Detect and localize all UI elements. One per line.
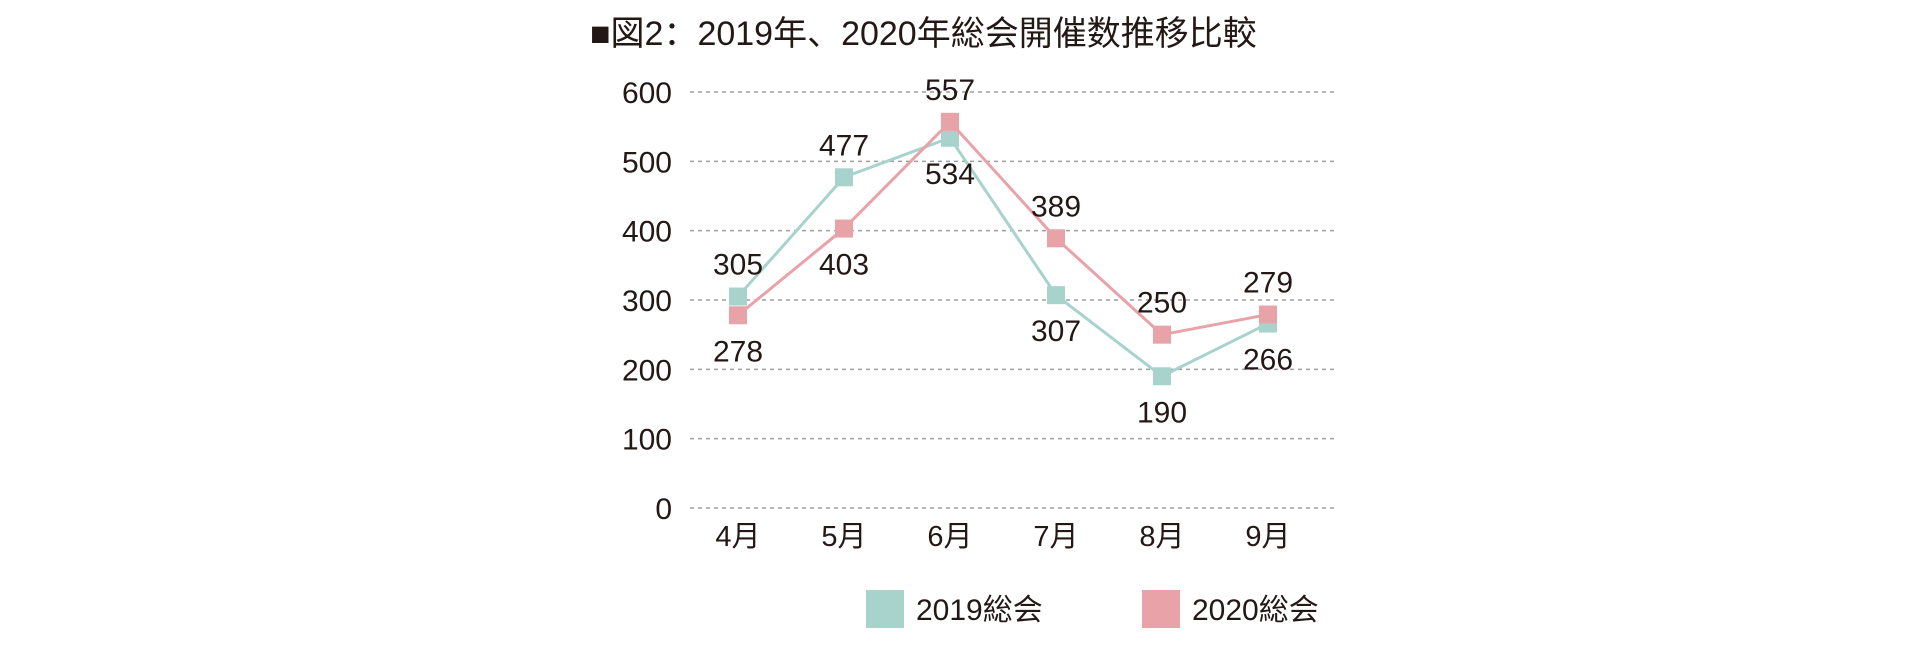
y-tick-label-200: 200 — [622, 354, 672, 387]
legend-label-2019総会: 2019総会 — [916, 594, 1043, 627]
x-tick-label-4: 7月 — [1033, 521, 1078, 553]
data-label-2019総会-6月: 534 — [925, 158, 975, 191]
legend-label-2020総会: 2020総会 — [1192, 594, 1319, 627]
data-label-2020総会-5月: 403 — [819, 249, 869, 282]
y-tick-label-0: 0 — [655, 493, 672, 526]
data-label-2019総会-8月: 190 — [1137, 396, 1187, 429]
data-point-2020総会-9月 — [1259, 305, 1277, 324]
data-label-2020総会-8月: 250 — [1137, 287, 1187, 320]
legend-swatch-2019総会 — [866, 590, 904, 628]
data-point-2020総会-7月 — [1047, 229, 1065, 248]
data-point-2020総会-6月 — [941, 112, 959, 131]
data-point-2019総会-7月 — [1047, 286, 1065, 305]
x-tick-label-2: 5月 — [821, 521, 866, 553]
x-tick-label-6: 9月 — [1245, 521, 1290, 553]
y-tick-label-100: 100 — [622, 424, 672, 457]
data-point-2020総会-8月 — [1153, 325, 1171, 344]
x-tick-label-3: 6月 — [927, 521, 972, 553]
data-label-2019総会-4月: 305 — [713, 249, 763, 282]
y-axis-ticks: 0 100 200 300 400 500 600 — [622, 77, 672, 526]
series-line-2020総会 — [737, 119, 1269, 337]
data-label-2020総会-6月: 557 — [925, 74, 975, 107]
data-point-2020総会-4月 — [729, 306, 747, 325]
series-line-2019総会 — [736, 135, 1269, 379]
data-point-2019総会-5月 — [835, 168, 853, 187]
data-label-2020総会-4月: 278 — [713, 335, 763, 368]
legend-swatch-2020総会 — [1142, 590, 1180, 628]
data-point-2019総会-6月 — [941, 128, 959, 147]
data-label-2019総会-5月: 477 — [819, 129, 869, 162]
data-label-2020総会-9月: 279 — [1243, 267, 1293, 300]
data-point-2019総会-8月 — [1153, 367, 1171, 386]
y-tick-label-300: 300 — [622, 285, 672, 318]
legend: 2019総会 2020総会 — [866, 590, 1319, 628]
y-tick-label-600: 600 — [622, 77, 672, 110]
data-point-2019総会-4月 — [729, 287, 747, 306]
x-tick-label-5: 8月 — [1139, 521, 1184, 553]
data-label-2019総会-9月: 266 — [1243, 344, 1293, 377]
y-tick-label-400: 400 — [622, 216, 672, 249]
x-axis-ticks: 4月 5月 6月 7月 8月 9月 — [715, 521, 1290, 553]
grid — [690, 91, 1335, 509]
data-label-2020総会-7月: 389 — [1031, 190, 1081, 223]
data-labels: 305 477 534 307 190 266 278 403 557 389 250 279 — [713, 74, 1293, 429]
x-tick-label-1: 4月 — [715, 521, 760, 553]
chart-title: ■図2：2019年、2020年総会開催数推移比較 — [590, 15, 1257, 53]
data-label-2019総会-7月: 307 — [1031, 315, 1081, 348]
y-tick-label-500: 500 — [622, 146, 672, 179]
data-point-2020総会-5月 — [835, 219, 853, 238]
series-group — [729, 112, 1277, 386]
